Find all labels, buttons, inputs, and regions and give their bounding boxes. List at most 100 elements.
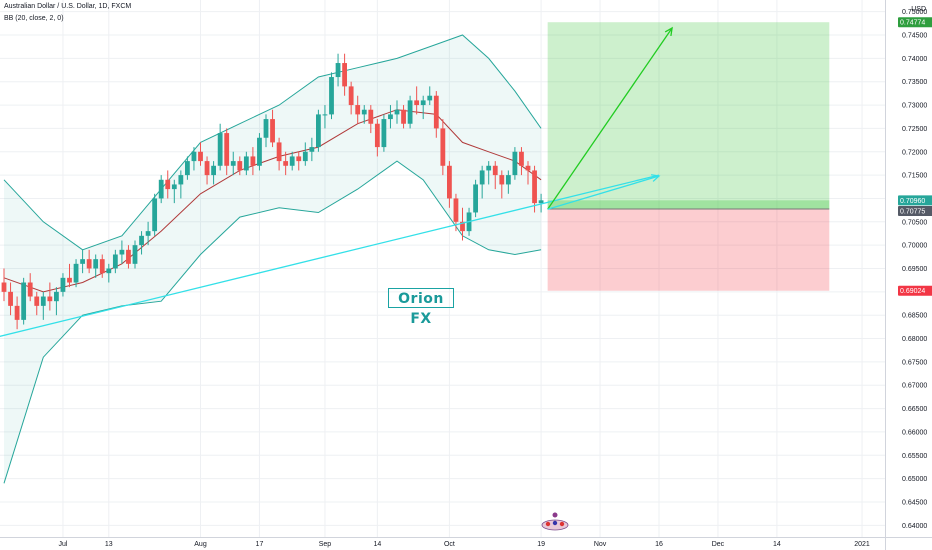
candle-body [473, 184, 478, 213]
watermark-logo: Orion FX [388, 288, 454, 327]
price-tick-label: 0.69500 [902, 266, 927, 273]
candle-body [322, 114, 328, 116]
candle-body [230, 161, 236, 166]
candle-body [165, 179, 171, 190]
candle-body [14, 305, 20, 320]
candle-body [296, 156, 302, 162]
candle-body [302, 151, 308, 162]
currency-label[interactable]: USD [911, 6, 926, 13]
price-tick-label: 0.74000 [902, 56, 927, 63]
candle-body [1, 282, 7, 292]
candle-body [171, 184, 177, 190]
candle-body [126, 249, 131, 264]
price-axis: 0.75000 0.74500 0.74000 0.73500 0.73000 0.725… [885, 0, 932, 550]
trendline [0, 174, 660, 337]
price-tick-label: 0.68500 [902, 313, 927, 320]
candle-body [40, 296, 46, 306]
time-tick-label: 2021 [854, 541, 870, 548]
candle-body [54, 291, 59, 302]
price-tag-label: 0.74774 [900, 20, 925, 27]
candle-body [67, 277, 72, 283]
candle-body [237, 161, 243, 171]
candle-body [47, 296, 53, 302]
candles [1, 53, 544, 330]
candle-body [178, 175, 184, 185]
candle-body [132, 245, 138, 264]
stop-zone [547, 208, 830, 291]
candle-body [185, 161, 190, 176]
candle-body [394, 109, 400, 115]
price-tag-label: 0.70960 [900, 198, 925, 205]
candle-body [21, 282, 27, 320]
candle-body [243, 156, 249, 171]
price-tag-label: 0.70775 [900, 208, 925, 215]
price-tick-label: 0.72000 [902, 149, 927, 156]
candle-body [204, 161, 210, 176]
time-tick-label: Sep [319, 541, 332, 548]
candle-body [453, 198, 459, 222]
candle-body [505, 175, 511, 185]
candle-body [342, 63, 347, 87]
candle-body [8, 291, 13, 306]
candle-body [93, 259, 99, 269]
price-tick-label: 0.67500 [902, 359, 927, 366]
time-tick-label: 13 [105, 541, 113, 548]
price-tick-label: 0.70500 [902, 219, 927, 226]
candle-body [538, 200, 544, 204]
author-badge-icon [541, 512, 569, 531]
candle-body [27, 282, 33, 297]
candle-body [289, 156, 295, 166]
drawings [0, 26, 673, 337]
price-tick-label: 0.64500 [902, 499, 927, 506]
candle-body [250, 156, 256, 166]
price-tick-label: 0.73000 [902, 103, 927, 110]
symbol-legend: Australian Dollar / U.S. Dollar, 1D, FXC… [4, 3, 132, 10]
candle-body [217, 133, 223, 166]
time-tick-label: Oct [444, 541, 455, 548]
candle-body [492, 165, 498, 176]
price-tick-label: 0.71500 [902, 173, 927, 180]
band-fill [4, 35, 542, 484]
candle-body [401, 109, 406, 124]
price-tick-label: 0.74500 [902, 33, 927, 40]
current-profit-zone [547, 200, 830, 209]
candle-body [532, 170, 537, 204]
candle-body [152, 198, 158, 232]
candle-body [158, 179, 164, 199]
candle-body [447, 165, 452, 199]
price-tag-target [898, 17, 932, 28]
lower-band [3, 160, 542, 484]
indicator-legend[interactable]: BB (20, close, 2, 0) [4, 15, 64, 22]
price-tag-entry [898, 205, 932, 216]
candle-body [348, 86, 354, 106]
candle-body [86, 259, 92, 269]
price-tick-label: 0.75000 [902, 9, 927, 16]
candle-body [112, 254, 118, 269]
candle-body [106, 268, 112, 274]
candle-body [512, 151, 518, 176]
candle-body [270, 119, 275, 143]
time-tick-label: 14 [773, 541, 781, 548]
candle-body [368, 109, 374, 124]
price-tick-label: 0.68000 [902, 336, 927, 343]
candle-body [99, 259, 105, 274]
candle-body [80, 259, 85, 264]
bollinger-bands [3, 34, 542, 484]
candle-body [420, 100, 426, 106]
arrow-head [650, 174, 661, 182]
price-tick-label: 0.70000 [902, 243, 927, 250]
price-tick-label: 0.64000 [902, 523, 927, 530]
candle-body [479, 170, 485, 185]
price-tick-label: 0.65000 [902, 476, 927, 483]
candle-body [519, 151, 524, 166]
candle-body [224, 133, 230, 166]
price-tag-last [898, 195, 932, 206]
candle-body [427, 95, 433, 101]
price-tick-label: 0.72500 [902, 126, 927, 133]
arrow-head [664, 26, 673, 37]
candle-body [335, 63, 341, 78]
candle-body [355, 105, 361, 115]
candle-body [433, 95, 439, 129]
candle-body [381, 119, 387, 148]
